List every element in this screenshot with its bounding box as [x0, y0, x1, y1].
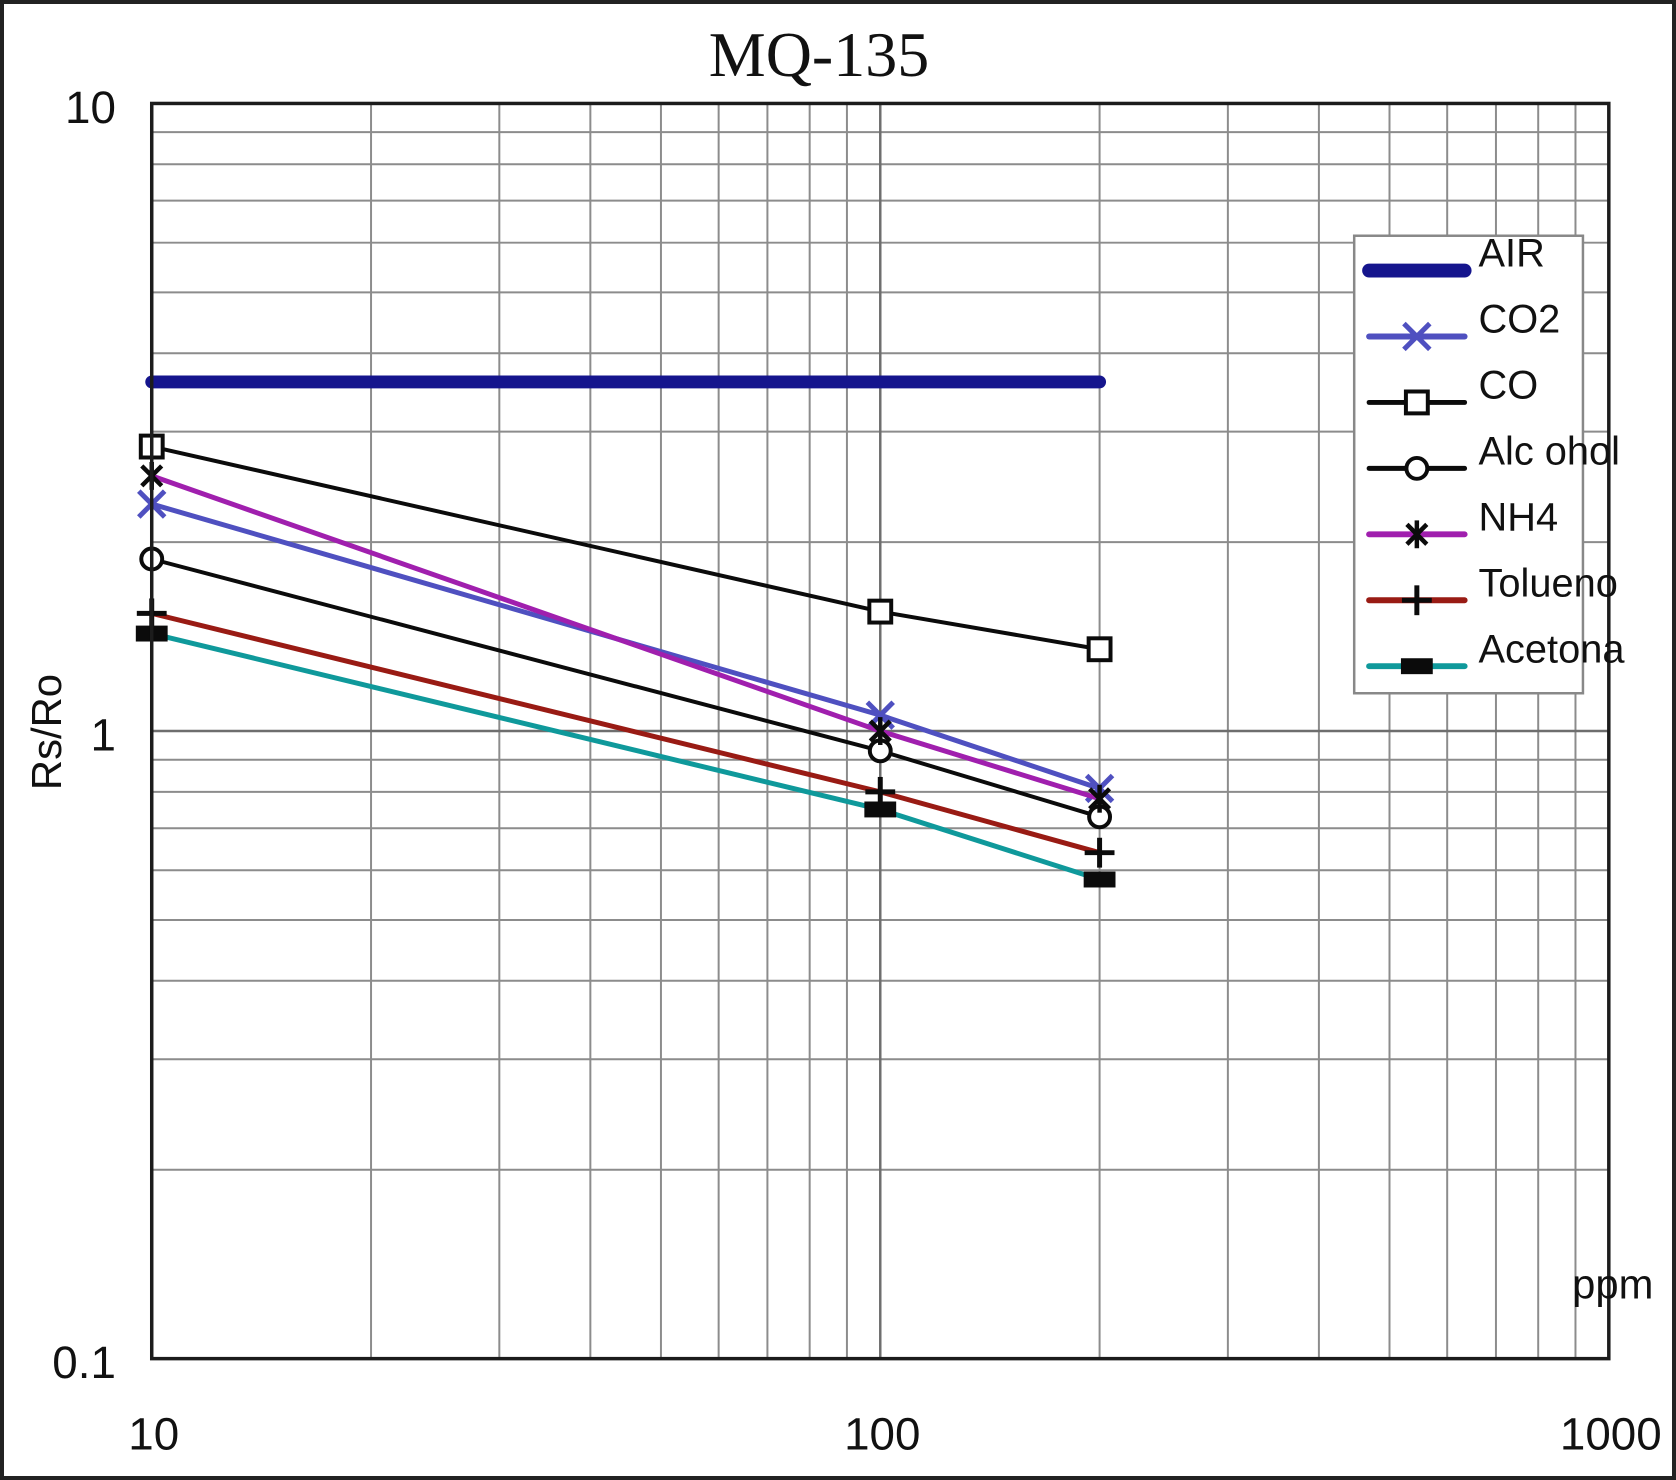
svg-text:10: 10 — [65, 82, 116, 133]
series-markers-acetona — [135, 625, 1116, 888]
legend-item-acetona: Acetona — [1366, 627, 1626, 675]
plot-area: AIR CO2 CO Alc ohol NH4 Tolueno Acetona 10 1 0.1 1… — [4, 4, 1672, 1476]
legend-label-air: AIR — [1479, 232, 1545, 276]
legend-label-co: CO — [1479, 364, 1539, 408]
legend-label-co2: CO2 — [1479, 298, 1561, 342]
svg-text:1000: 1000 — [1560, 1409, 1662, 1460]
series-line-tolueno — [149, 610, 1103, 856]
series-line-alc-ohol — [149, 557, 1102, 819]
legend-item-air: AIR — [1362, 232, 1545, 278]
legend-box — [1352, 234, 1585, 695]
legend-label-tolueno: Tolueno — [1479, 561, 1618, 605]
legend-label-nh4: NH4 — [1479, 495, 1559, 539]
legend-label-acetona: Acetona — [1479, 627, 1626, 671]
legend-item-tolueno: Tolueno — [1366, 561, 1618, 616]
svg-text:1: 1 — [90, 710, 115, 761]
x-axis-unit-label: ppm — [1572, 1261, 1653, 1308]
svg-text:10: 10 — [128, 1409, 179, 1460]
svg-text:0.1: 0.1 — [52, 1337, 116, 1388]
legend-label-alc-ohol: Alc ohol — [1479, 429, 1620, 473]
legend-item-nh4: NH4 — [1366, 495, 1559, 549]
legend: AIR CO2 CO Alc ohol NH4 Tolueno Acetona — [1352, 232, 1626, 695]
plot-border — [149, 101, 1611, 1361]
chart-title: MQ-135 — [708, 19, 930, 90]
legend-item-alc-ohol: Alc ohol — [1366, 429, 1620, 481]
series-markers-alc-ohol — [139, 546, 1113, 830]
legend-item-co: CO — [1366, 364, 1539, 416]
series-line-co — [149, 444, 1102, 652]
svg-text:100: 100 — [844, 1409, 920, 1460]
legend-item-co2: CO2 — [1366, 298, 1561, 352]
y-axis-label: Rs/Ro — [23, 674, 70, 790]
